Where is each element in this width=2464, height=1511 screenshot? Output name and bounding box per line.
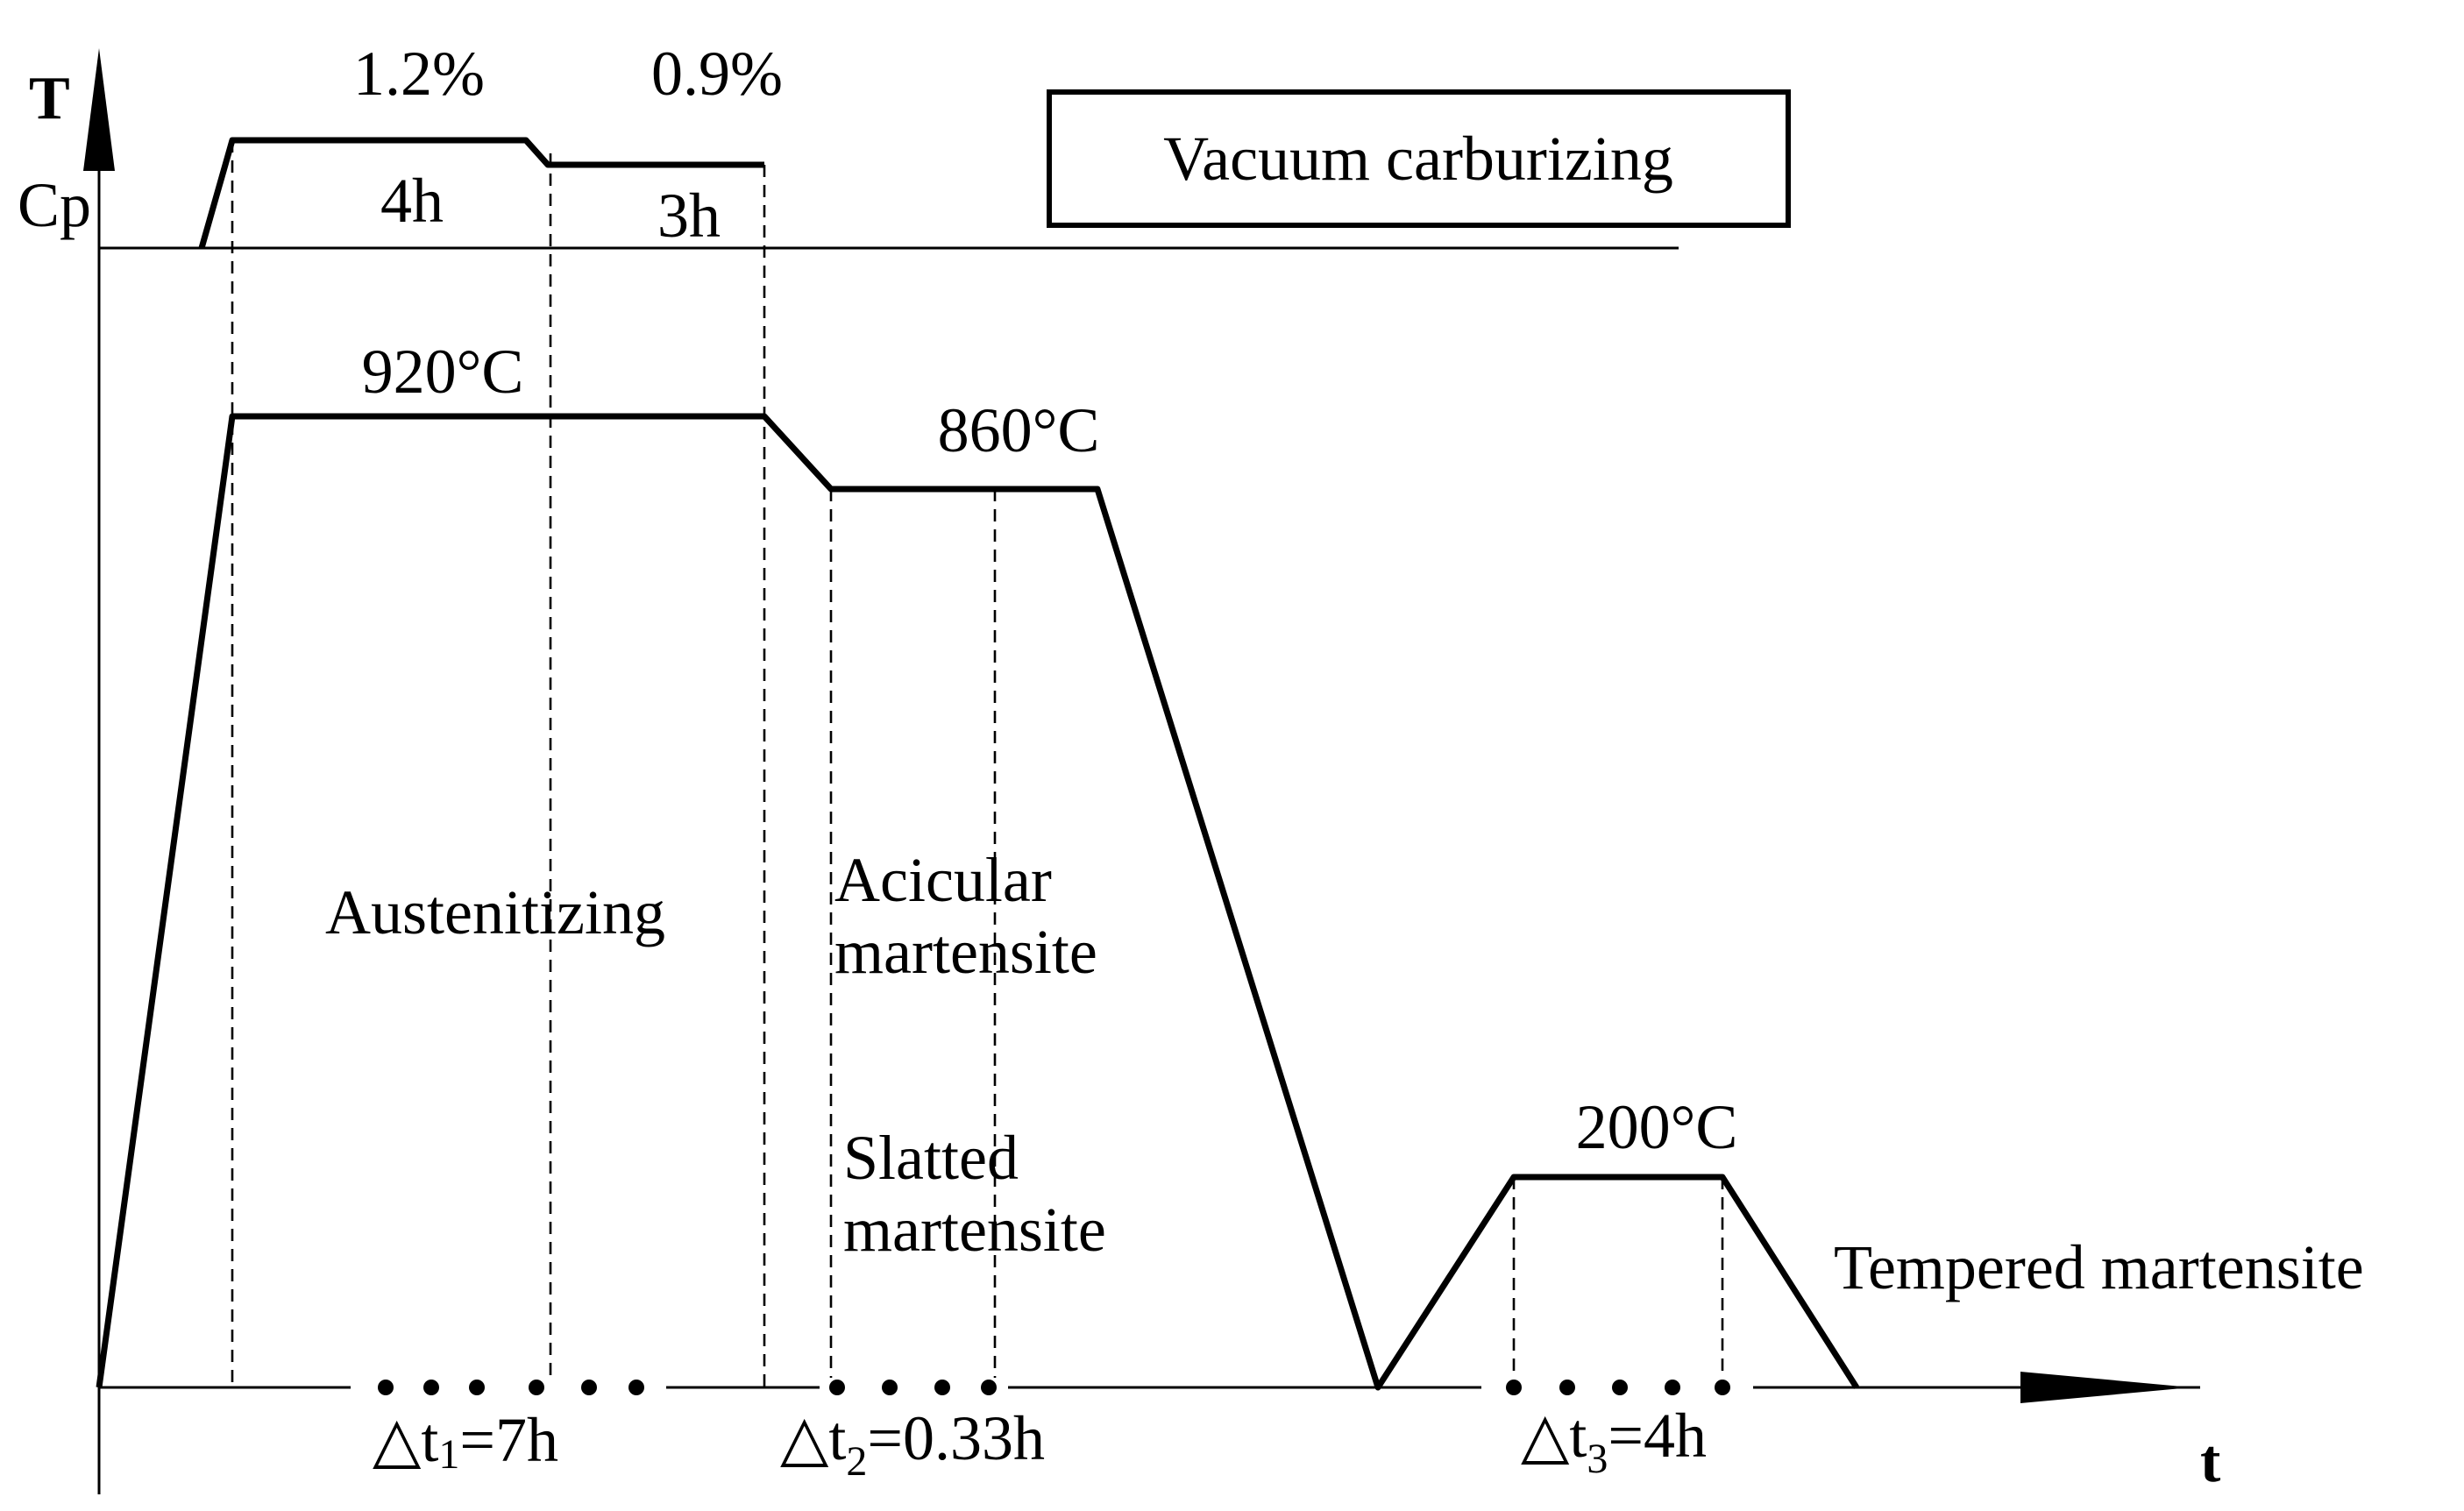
phase-slatted-line2: martensite xyxy=(843,1195,1106,1265)
phase-austenitizing: Austenitizing xyxy=(325,877,665,947)
temp-quench-hold: 860°C xyxy=(938,395,1100,465)
legend-box-text: Vacuum carburizing xyxy=(1163,124,1673,194)
phase-tempered: Tempered martensite xyxy=(1834,1232,2364,1302)
y-label-T: T xyxy=(29,65,70,132)
interval-gap xyxy=(820,1378,1008,1397)
interval-dt2: △t2=0.33h xyxy=(780,1403,1045,1485)
carbon-potential-curve xyxy=(198,137,764,249)
x-label-t: t xyxy=(2200,1428,2220,1495)
cp-duration-2: 3h xyxy=(657,181,721,251)
phase-acicular-line1: Acicular xyxy=(834,845,1052,915)
temp-tempering: 200°C xyxy=(1576,1092,1738,1162)
dt1-dots xyxy=(378,1380,644,1395)
x-axis-arrowhead xyxy=(2020,1372,2191,1403)
phase-acicular-line2: martensite xyxy=(834,917,1097,987)
interval-gap xyxy=(351,1378,666,1397)
temp-austenitizing: 920°C xyxy=(362,337,524,407)
phase-slatted-line1: Slatted xyxy=(843,1123,1019,1193)
legend-box xyxy=(1047,89,1791,228)
cp-level-2: 0.9% xyxy=(651,39,783,109)
interval-dt3: △t3=4h xyxy=(1521,1401,1707,1482)
temperature-curve xyxy=(96,413,1859,1391)
interval-dt1: △t1=7h xyxy=(373,1405,558,1478)
y-label-Cp: Cp xyxy=(18,170,91,240)
dt3-dots xyxy=(1506,1380,1730,1395)
dt2-dots xyxy=(829,1380,997,1395)
cp-duration-1: 4h xyxy=(380,166,444,236)
cp-level-1: 1.2% xyxy=(353,39,485,109)
y-axis-arrowhead xyxy=(83,48,115,171)
